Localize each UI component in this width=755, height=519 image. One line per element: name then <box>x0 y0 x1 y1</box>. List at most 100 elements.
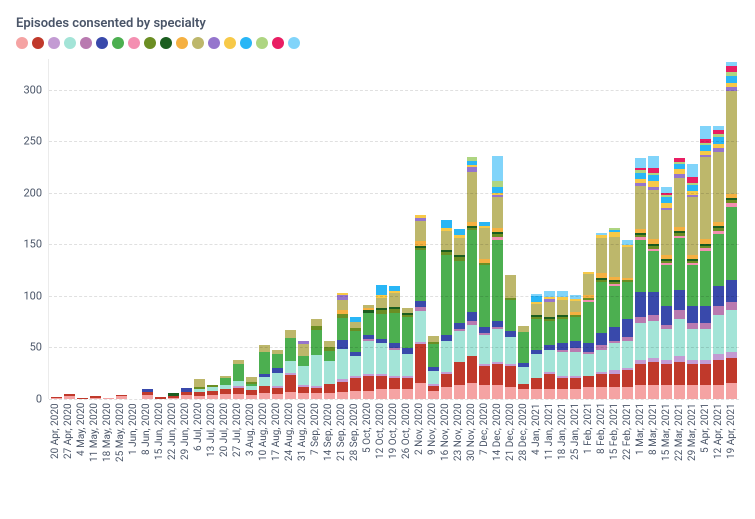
bar-segment <box>415 311 426 342</box>
legend-swatch[interactable] <box>128 37 140 49</box>
bar[interactable] <box>544 291 555 399</box>
y-axis: 050100150200250300 <box>16 59 48 399</box>
legend-swatch[interactable] <box>112 37 124 49</box>
bar[interactable] <box>622 240 633 399</box>
bar[interactable] <box>259 345 270 399</box>
bar[interactable] <box>479 222 490 399</box>
x-tick-label: 29 Mar, 2021 <box>687 403 698 481</box>
bar[interactable] <box>557 291 568 399</box>
bar-segment <box>531 378 542 388</box>
legend-swatch[interactable] <box>224 37 236 49</box>
bar-segment <box>272 373 283 385</box>
bar[interactable] <box>428 336 439 399</box>
bar-segment <box>596 350 607 373</box>
bar-segment <box>298 366 309 385</box>
x-tick-label: 29 Jun, 2020 <box>180 403 191 481</box>
bar-segment <box>194 379 205 386</box>
bar-segment <box>376 298 387 308</box>
bar-segment <box>687 329 698 360</box>
bar-segment <box>428 391 439 399</box>
bar[interactable] <box>363 305 374 399</box>
bar-segment <box>285 375 296 391</box>
bar[interactable] <box>700 126 711 399</box>
bar-segment <box>700 126 711 138</box>
bar[interactable] <box>454 229 465 399</box>
bar-segment <box>661 329 672 360</box>
bar[interactable] <box>661 187 672 399</box>
bar[interactable] <box>609 228 620 399</box>
bar[interactable] <box>337 293 348 399</box>
bar[interactable] <box>596 233 607 399</box>
bar[interactable] <box>207 385 218 399</box>
bar-segment <box>674 385 685 399</box>
legend-swatch[interactable] <box>64 37 76 49</box>
bar-segment <box>674 290 685 311</box>
legend-swatch[interactable] <box>288 37 300 49</box>
legend-swatch[interactable] <box>16 37 28 49</box>
bar-segment <box>609 387 620 399</box>
bar[interactable] <box>311 319 322 399</box>
bar[interactable] <box>402 308 413 399</box>
bar[interactable] <box>415 215 426 399</box>
bar[interactable] <box>285 330 296 399</box>
legend-swatch[interactable] <box>32 37 44 49</box>
bar-segment <box>622 370 633 386</box>
bar[interactable] <box>324 341 335 399</box>
bar[interactable] <box>220 376 231 399</box>
bar-segment <box>687 306 698 322</box>
bar[interactable] <box>505 275 516 399</box>
bar[interactable] <box>246 377 257 399</box>
bar[interactable] <box>674 158 685 399</box>
bar-segment <box>415 221 426 242</box>
legend-swatch[interactable] <box>240 37 252 49</box>
bar-segment <box>570 378 581 388</box>
bar[interactable] <box>389 286 400 399</box>
bar[interactable] <box>350 317 361 399</box>
bar[interactable] <box>298 341 309 399</box>
bar-segment <box>726 302 737 310</box>
bar-segment <box>622 341 633 368</box>
bar-segment <box>285 330 296 338</box>
bar[interactable] <box>272 350 283 399</box>
legend-swatch[interactable] <box>272 37 284 49</box>
bar[interactable] <box>726 62 737 399</box>
x-tick-label: 31 Aug, 2020 <box>297 403 308 481</box>
bar-segment <box>661 306 672 325</box>
bar[interactable] <box>181 388 192 399</box>
bar[interactable] <box>518 326 529 399</box>
legend-swatch[interactable] <box>160 37 172 49</box>
bar-segment <box>350 356 361 377</box>
bar-segment <box>337 300 348 310</box>
legend-swatch[interactable] <box>208 37 220 49</box>
bar-segment <box>324 351 335 361</box>
legend-swatch[interactable] <box>96 37 108 49</box>
bar[interactable] <box>194 379 205 399</box>
bar[interactable] <box>441 220 452 399</box>
x-tick-label: 8 Jun, 2020 <box>141 403 152 481</box>
bar-segment <box>505 387 516 399</box>
bar-segment <box>713 306 724 314</box>
bar[interactable] <box>583 272 594 399</box>
legend-swatch[interactable] <box>256 37 268 49</box>
x-tick-label: 16 Nov, 2020 <box>440 403 451 481</box>
legend-swatch[interactable] <box>176 37 188 49</box>
bar-segment <box>674 238 685 290</box>
legend-swatch[interactable] <box>48 37 60 49</box>
bar[interactable] <box>687 164 698 399</box>
bar-segment <box>441 387 452 399</box>
x-tick-label: 21 Dec, 2020 <box>505 403 516 481</box>
bar[interactable] <box>233 360 244 399</box>
bar-segment <box>311 355 322 386</box>
bar-segment <box>557 389 568 399</box>
bar[interactable] <box>142 389 153 399</box>
legend-swatch[interactable] <box>80 37 92 49</box>
bar[interactable] <box>635 158 646 399</box>
bar-segment <box>467 312 478 320</box>
legend-swatch[interactable] <box>192 37 204 49</box>
legend-swatch[interactable] <box>144 37 156 49</box>
bar[interactable] <box>376 285 387 399</box>
bar-segment <box>596 387 607 399</box>
bar[interactable] <box>713 126 724 399</box>
bar-segment <box>622 247 633 278</box>
bar-segment <box>726 280 737 303</box>
